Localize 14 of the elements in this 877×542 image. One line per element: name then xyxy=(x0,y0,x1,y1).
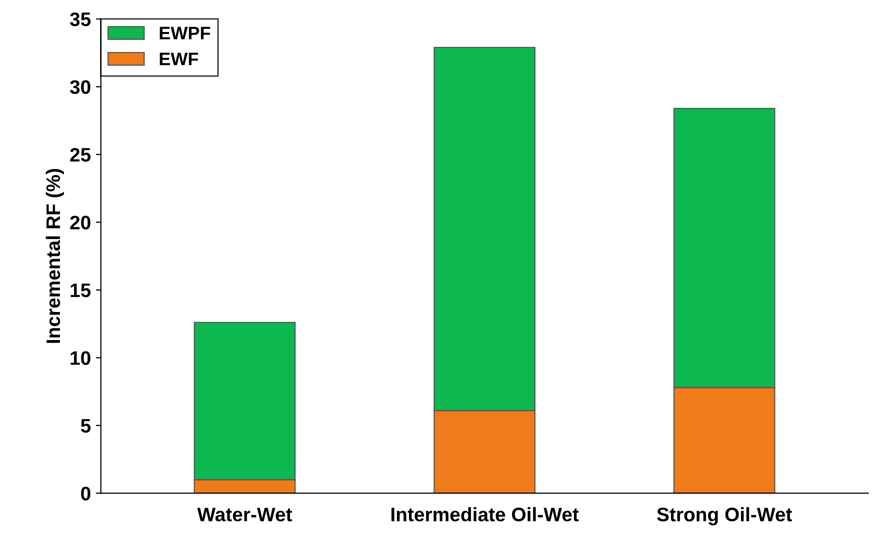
x-tick-label: Strong Oil-Wet xyxy=(657,507,792,526)
y-tick-label: 35 xyxy=(70,12,91,26)
x-tick-label: Water-Wet xyxy=(197,508,292,522)
y-tick-label: 25 xyxy=(70,148,91,162)
legend-label: EWPF xyxy=(160,26,210,40)
y-tick-label: 15 xyxy=(70,284,91,298)
y-tick-label: 5 xyxy=(80,419,91,433)
legend-label: EWF xyxy=(160,52,198,66)
y-tick-label: 20 xyxy=(70,216,90,230)
y-tick-label: 0 xyxy=(81,486,90,500)
x-tick-label: Intermediate Oil-Wet xyxy=(391,507,579,522)
y-tick-label: 10 xyxy=(70,351,90,365)
y-axis-title: Incremental RF (%) xyxy=(46,169,64,343)
y-tick-label: 30 xyxy=(70,80,90,94)
